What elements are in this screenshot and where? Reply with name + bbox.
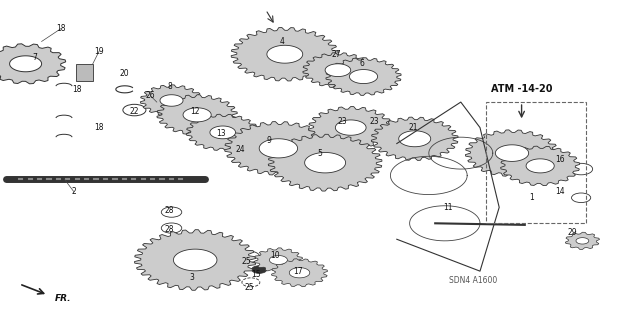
Polygon shape <box>225 122 332 175</box>
Text: 29: 29 <box>568 228 578 237</box>
Polygon shape <box>335 120 366 135</box>
Text: SDN4 A1600: SDN4 A1600 <box>449 276 498 285</box>
Polygon shape <box>259 139 298 158</box>
Polygon shape <box>303 53 373 88</box>
Polygon shape <box>349 70 378 84</box>
Polygon shape <box>173 249 217 271</box>
Text: 10: 10 <box>270 251 280 260</box>
Polygon shape <box>271 259 328 287</box>
Text: FR.: FR. <box>54 294 71 303</box>
Polygon shape <box>565 232 600 249</box>
Polygon shape <box>576 238 589 244</box>
Text: 28: 28 <box>165 206 174 215</box>
Text: 24: 24 <box>235 145 245 154</box>
Text: 5: 5 <box>317 149 323 158</box>
Text: ATM -14-20: ATM -14-20 <box>491 84 552 94</box>
Text: 8: 8 <box>167 82 172 91</box>
Polygon shape <box>305 152 346 173</box>
Polygon shape <box>500 146 580 186</box>
Text: 23: 23 <box>337 117 348 126</box>
Text: 18: 18 <box>95 123 104 132</box>
Polygon shape <box>183 108 211 122</box>
Text: 3: 3 <box>189 273 195 282</box>
Polygon shape <box>157 95 237 135</box>
Text: 27: 27 <box>331 50 341 59</box>
Polygon shape <box>160 95 183 106</box>
Text: 28: 28 <box>165 225 174 234</box>
Polygon shape <box>268 134 382 191</box>
Text: 12: 12 <box>191 107 200 116</box>
Polygon shape <box>495 145 529 161</box>
Text: 13: 13 <box>216 130 226 138</box>
Text: 25: 25 <box>241 257 252 266</box>
Polygon shape <box>399 131 431 147</box>
Circle shape <box>252 266 267 273</box>
Polygon shape <box>10 56 42 72</box>
Polygon shape <box>308 107 393 149</box>
FancyBboxPatch shape <box>76 64 93 81</box>
Text: 11: 11 <box>444 203 452 212</box>
Text: 1: 1 <box>529 193 534 202</box>
Text: 18: 18 <box>56 24 65 33</box>
Text: 16: 16 <box>555 155 565 164</box>
Text: 22: 22 <box>130 107 139 116</box>
Text: 6: 6 <box>359 59 364 68</box>
Text: 18: 18 <box>72 85 81 94</box>
Text: 15: 15 <box>251 270 261 279</box>
Polygon shape <box>267 45 303 63</box>
Polygon shape <box>140 85 203 116</box>
Text: 9: 9 <box>266 136 271 145</box>
Polygon shape <box>134 230 256 290</box>
Polygon shape <box>254 248 303 272</box>
Polygon shape <box>465 130 559 176</box>
Text: 4: 4 <box>279 37 284 46</box>
Polygon shape <box>210 126 236 139</box>
Text: 20: 20 <box>120 69 130 78</box>
Polygon shape <box>526 159 554 173</box>
Text: 21: 21 <box>408 123 417 132</box>
Polygon shape <box>325 64 351 77</box>
Text: 14: 14 <box>555 187 565 196</box>
Polygon shape <box>231 27 339 81</box>
Text: 25: 25 <box>244 283 255 292</box>
Text: 26: 26 <box>145 91 156 100</box>
Polygon shape <box>186 114 259 151</box>
Text: 7: 7 <box>33 53 38 62</box>
Text: 2: 2 <box>71 187 76 196</box>
Polygon shape <box>371 117 458 160</box>
Polygon shape <box>0 44 66 84</box>
Text: 19: 19 <box>94 47 104 56</box>
Text: 23: 23 <box>369 117 380 126</box>
Polygon shape <box>326 58 401 95</box>
Text: 17: 17 <box>292 267 303 276</box>
Polygon shape <box>289 268 310 278</box>
Polygon shape <box>269 256 287 264</box>
